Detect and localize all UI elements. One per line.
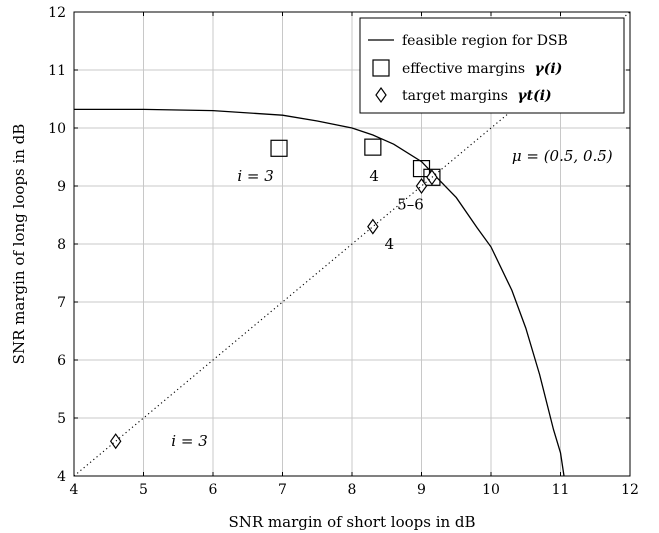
- x-tick-label: 4: [70, 482, 79, 498]
- y-tick-label: 11: [48, 63, 66, 79]
- x-tick-label: 6: [209, 482, 218, 498]
- target-margin-marker: [109, 433, 122, 450]
- legend-swatch-diamond: [375, 86, 387, 104]
- legend-swatch-square: [372, 59, 390, 77]
- legend-label-effective-math: γ(i): [535, 61, 563, 77]
- y-tick-label: 12: [48, 5, 66, 21]
- x-tick-label: 10: [482, 482, 500, 498]
- target-margin-marker: [415, 177, 428, 195]
- y-tick-label: 10: [48, 121, 66, 137]
- x-tick-label: 5: [139, 482, 148, 498]
- tick-labels: 4 5 6 7 8 9 10 11 12 4 5 6 7 8 9 10 11 12: [48, 5, 639, 498]
- y-tick-label: 5: [57, 411, 66, 427]
- y-tick-label: 4: [57, 469, 66, 485]
- y-tick-label: 7: [57, 295, 66, 311]
- y-tick-label: 8: [57, 237, 66, 253]
- effective-margin-marker: [364, 138, 382, 156]
- legend-label-effective-text: effective margins: [402, 61, 525, 77]
- x-axis-label: SNR margin of short loops in dB: [228, 513, 475, 531]
- annotation-label: μ = (0.5, 0.5): [512, 147, 613, 165]
- annotations: i = 3 4 μ = (0.5, 0.5) 5–6 4 i = 3: [171, 147, 613, 450]
- effective-margin-marker: [270, 139, 288, 157]
- effective-margin-marker: [412, 160, 431, 178]
- annotation-label: i = 3: [171, 432, 207, 450]
- x-tick-label: 12: [621, 482, 639, 498]
- annotation-label: i = 3: [237, 167, 273, 185]
- legend-label-target: target margins γt(i): [402, 88, 552, 104]
- x-tick-label: 7: [278, 482, 287, 498]
- legend-label-target-text: target margins: [402, 88, 508, 104]
- legend-label-feasible: feasible region for DSB: [402, 33, 568, 49]
- legend-label-target-math: γt(i): [517, 88, 551, 104]
- annotation-label: 5–6: [397, 196, 424, 214]
- y-axis-label: SNR margin of long loops in dB: [10, 124, 28, 365]
- target-margin-marker: [367, 218, 379, 235]
- x-tick-label: 9: [417, 482, 426, 498]
- annotation-label: 4: [369, 167, 379, 185]
- series-layer: [74, 12, 630, 476]
- y-tick-label: 9: [57, 179, 66, 195]
- x-tick-label: 11: [552, 482, 570, 498]
- x-tick-label: 8: [348, 482, 357, 498]
- legend-label-effective: effective margins γ(i): [402, 61, 562, 77]
- y-tick-label: 6: [57, 353, 66, 369]
- annotation-label: 4: [385, 235, 395, 253]
- diagonal-dotted-line: [74, 12, 630, 476]
- legend-box: [359, 17, 625, 114]
- target-margin-marker: [426, 169, 438, 186]
- legend: feasible region for DSB effective margin…: [359, 17, 625, 114]
